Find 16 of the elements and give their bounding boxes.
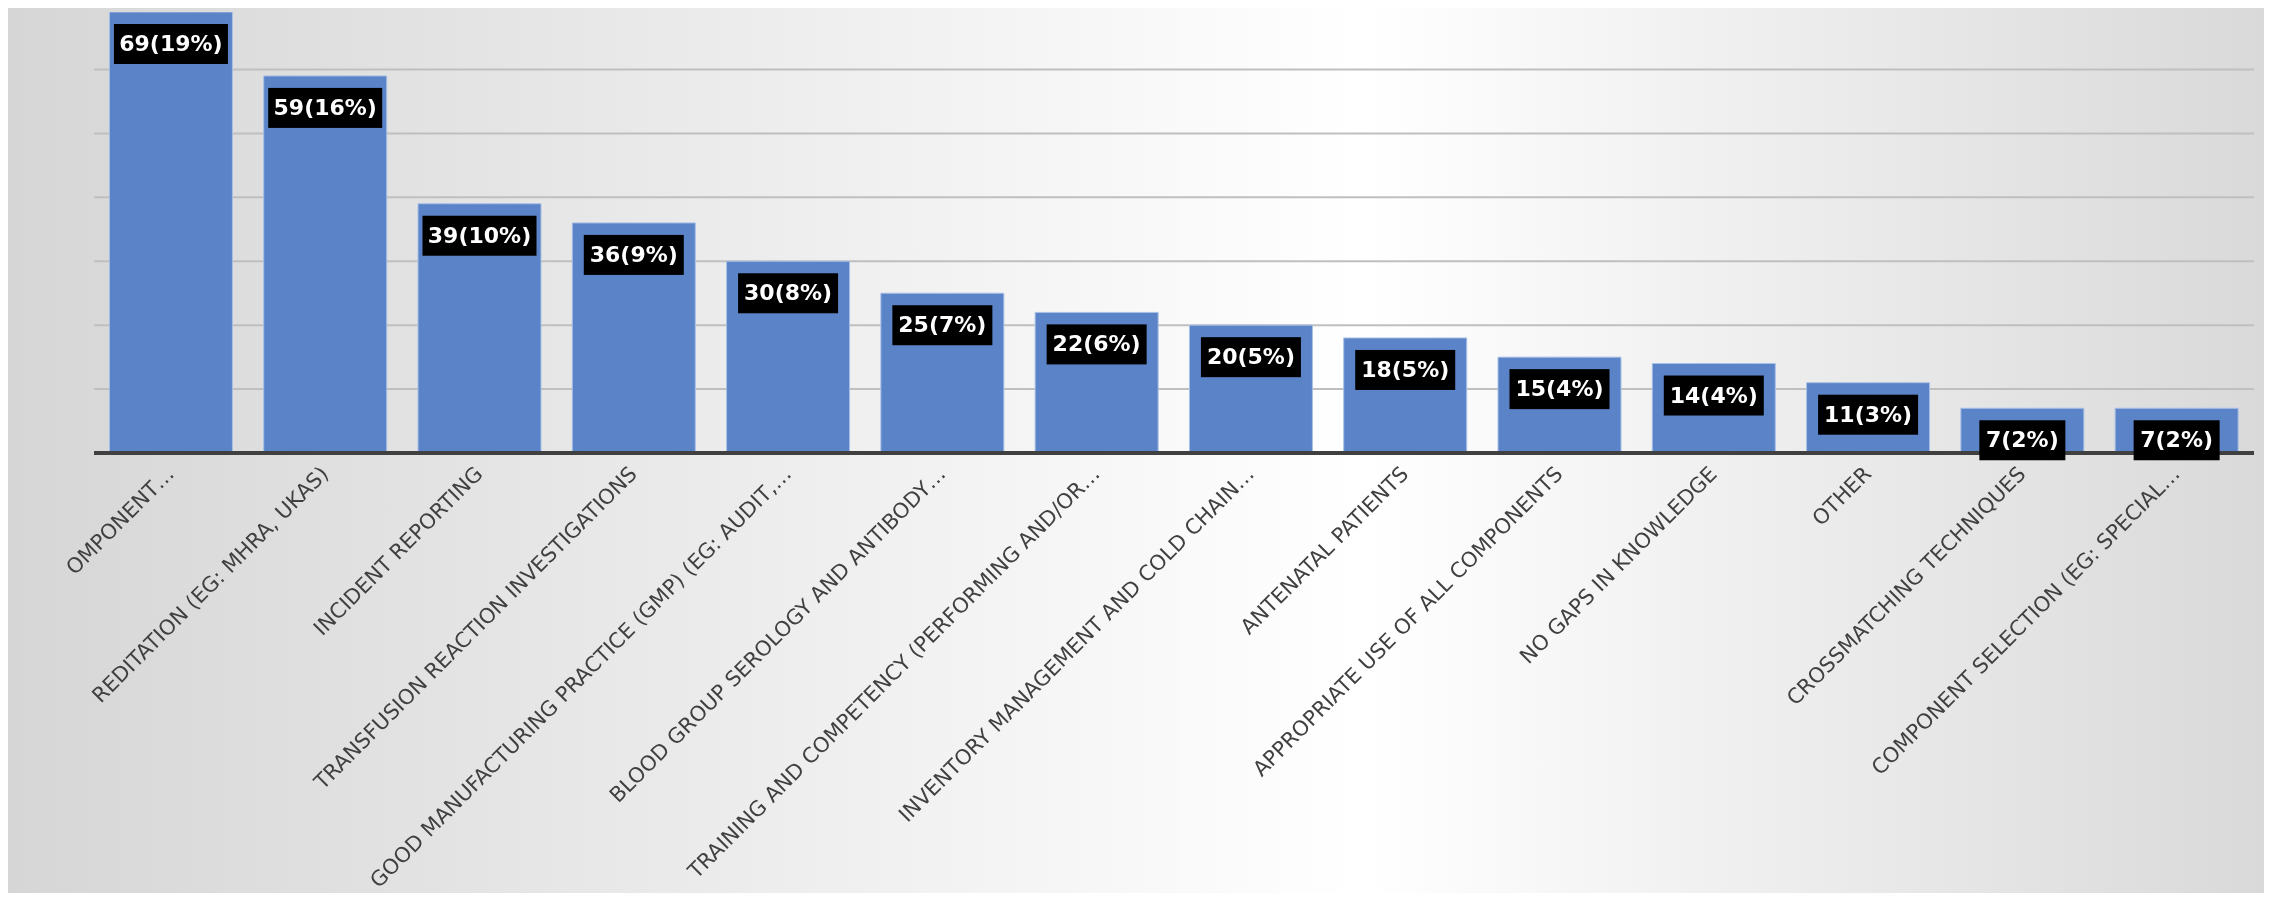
data-label: 25(7%) bbox=[898, 312, 987, 338]
data-label: 30(8%) bbox=[744, 280, 833, 306]
data-label: 18(5%) bbox=[1361, 356, 1450, 382]
data-label: 36(9%) bbox=[589, 241, 678, 267]
bar bbox=[108, 12, 233, 453]
data-label: 14(4%) bbox=[1669, 382, 1758, 408]
data-label: 20(5%) bbox=[1206, 344, 1295, 370]
data-label: 7(2%) bbox=[1985, 427, 2059, 453]
bar bbox=[263, 75, 388, 453]
data-label: 15(4%) bbox=[1515, 376, 1604, 402]
data-label: 11(3%) bbox=[1824, 401, 1913, 427]
data-label: 59(16%) bbox=[273, 94, 377, 120]
data-label: 22(6%) bbox=[1052, 331, 1141, 357]
data-label: 39(10%) bbox=[427, 222, 532, 248]
data-label: 7(2%) bbox=[2140, 427, 2214, 453]
data-label: 69(19%) bbox=[119, 31, 223, 56]
